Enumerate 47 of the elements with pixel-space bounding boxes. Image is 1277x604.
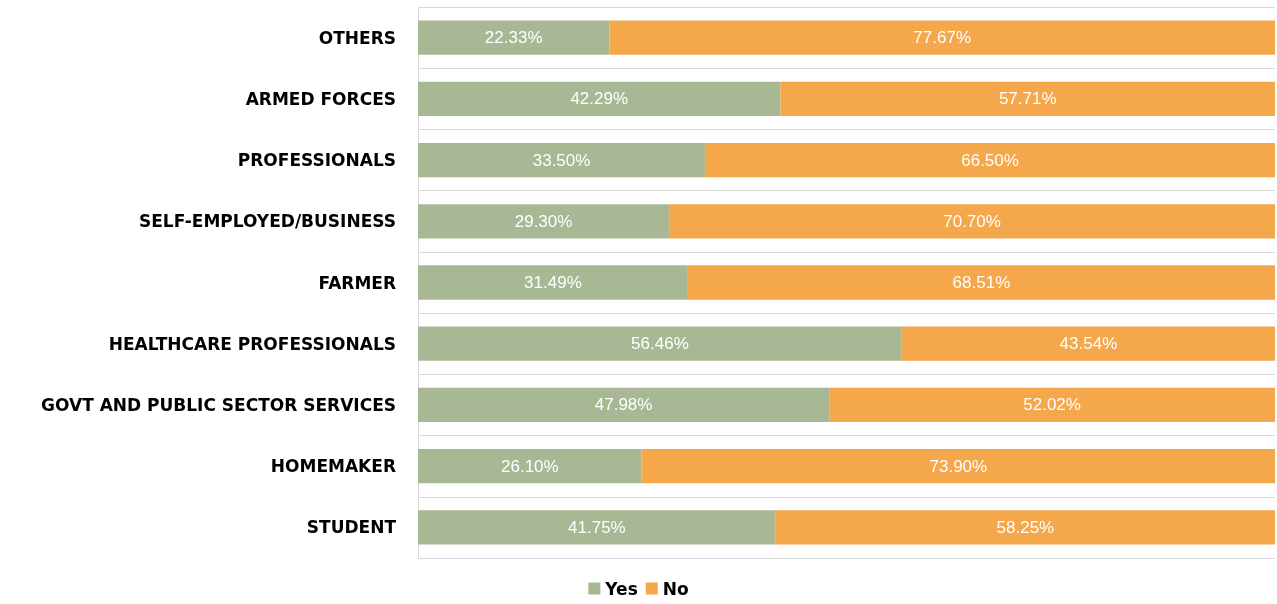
y-tick-label: FARMER: [318, 272, 396, 293]
data-label: 77.67%: [913, 28, 972, 48]
bar: [829, 387, 1275, 423]
bar: [418, 387, 830, 423]
data-label: 43.54%: [1059, 334, 1118, 354]
y-tick-label: PROFESSIONALS: [237, 150, 396, 171]
y-tick-label: HOMEMAKER: [270, 456, 396, 477]
bar: [641, 449, 1275, 484]
data-label: 47.98%: [594, 395, 653, 415]
legend-label: Yes: [604, 578, 638, 599]
bar: [418, 510, 776, 545]
data-label: 33.50%: [532, 150, 591, 170]
bar: [418, 204, 670, 239]
bar: [418, 326, 902, 361]
y-tick-label: HEALTHCARE PROFESSIONALS: [108, 333, 396, 354]
y-tick-label: STUDENT: [306, 517, 397, 538]
data-label: 58.25%: [996, 517, 1055, 537]
bar: [418, 142, 706, 178]
data-label: 29.30%: [514, 211, 573, 231]
data-label: 68.51%: [952, 273, 1011, 292]
bar: [780, 81, 1275, 116]
data-label: 66.50%: [961, 150, 1019, 170]
data-label: 26.10%: [501, 456, 559, 476]
bar: [418, 449, 642, 484]
bar: [609, 20, 1275, 55]
data-label: 41.75%: [568, 517, 626, 537]
y-tick-label: SELF-EMPLOYED/BUSINESS: [138, 211, 396, 232]
bar: [705, 142, 1275, 178]
bar: [418, 265, 688, 300]
y-tick-label: ARMED FORCES: [245, 88, 396, 109]
bar: [418, 20, 610, 55]
data-label: 70.70%: [943, 211, 1001, 231]
bar: [775, 510, 1275, 545]
bar: [418, 81, 781, 116]
y-tick-label: GOVT AND PUBLIC SECTOR SERVICES: [41, 394, 396, 415]
bar: [687, 265, 1275, 300]
bar: [901, 326, 1275, 361]
data-label: 56.46%: [631, 334, 689, 354]
data-label: 31.49%: [524, 273, 582, 292]
data-label: 73.90%: [929, 456, 988, 476]
data-label: 52.02%: [1023, 395, 1081, 415]
legend-label: No: [662, 578, 689, 599]
data-label: 42.29%: [570, 89, 629, 109]
data-label: 22.33%: [484, 28, 543, 48]
y-tick-label: OTHERS: [318, 27, 396, 48]
data-label: 57.71%: [998, 89, 1057, 109]
bar: [669, 204, 1275, 239]
